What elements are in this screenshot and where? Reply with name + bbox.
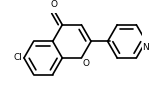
Text: O: O [82, 59, 89, 68]
Text: Cl: Cl [13, 53, 22, 62]
Text: O: O [50, 0, 57, 9]
Text: N: N [143, 43, 149, 52]
